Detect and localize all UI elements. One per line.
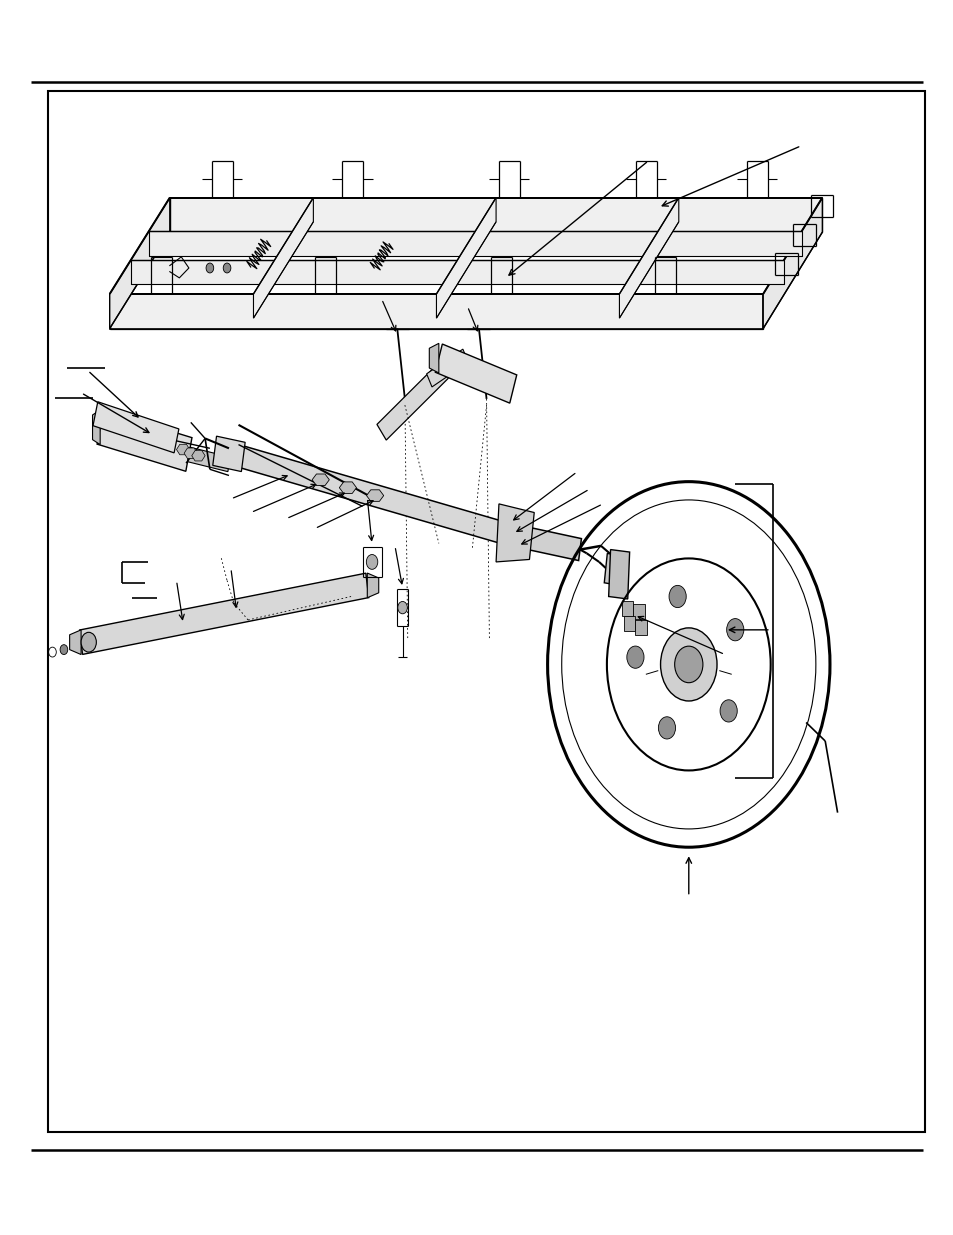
Polygon shape [131, 261, 783, 284]
Polygon shape [192, 451, 205, 461]
Polygon shape [504, 522, 580, 561]
Polygon shape [176, 445, 190, 454]
Polygon shape [366, 490, 383, 501]
Circle shape [223, 263, 231, 273]
Circle shape [60, 645, 68, 655]
Polygon shape [429, 343, 438, 373]
Polygon shape [97, 410, 192, 472]
Circle shape [668, 585, 685, 608]
Circle shape [726, 619, 743, 641]
Polygon shape [232, 443, 507, 545]
Circle shape [366, 555, 377, 569]
Polygon shape [436, 198, 496, 319]
Polygon shape [188, 447, 230, 472]
Polygon shape [110, 198, 170, 329]
Polygon shape [762, 198, 821, 329]
Polygon shape [367, 573, 378, 598]
Polygon shape [70, 630, 81, 655]
Polygon shape [92, 401, 179, 453]
Polygon shape [92, 410, 100, 445]
Polygon shape [253, 198, 313, 319]
Polygon shape [376, 363, 448, 440]
Polygon shape [621, 601, 633, 616]
Polygon shape [496, 504, 534, 562]
Circle shape [674, 646, 702, 683]
Polygon shape [149, 231, 801, 256]
Circle shape [659, 627, 717, 701]
Polygon shape [110, 294, 762, 329]
Polygon shape [170, 198, 821, 232]
Circle shape [397, 601, 407, 614]
Polygon shape [339, 482, 356, 494]
Circle shape [658, 716, 675, 739]
Circle shape [81, 632, 96, 652]
Polygon shape [426, 350, 468, 387]
Polygon shape [623, 616, 635, 631]
Circle shape [206, 263, 213, 273]
Polygon shape [79, 573, 369, 655]
Polygon shape [618, 198, 679, 319]
Polygon shape [435, 345, 517, 403]
Polygon shape [312, 474, 329, 485]
Polygon shape [635, 620, 646, 635]
Circle shape [720, 700, 737, 722]
Polygon shape [213, 436, 245, 472]
Polygon shape [184, 448, 197, 458]
Polygon shape [603, 553, 621, 585]
Circle shape [626, 646, 643, 668]
Polygon shape [608, 550, 629, 599]
Polygon shape [633, 604, 644, 619]
